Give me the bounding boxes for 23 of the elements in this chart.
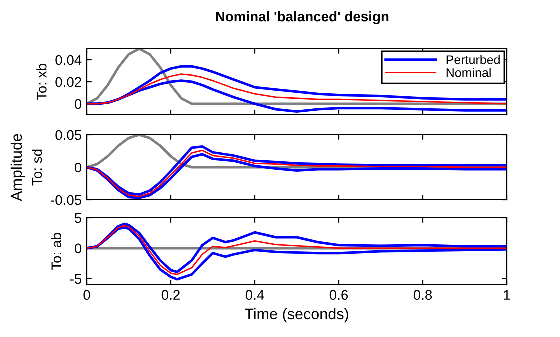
y-tick-label: 0	[74, 99, 82, 110]
x-tick-label: 0	[84, 290, 90, 300]
y-axis-title: To: xb	[36, 64, 47, 100]
chart-title: Nominal 'balanced' design	[216, 11, 389, 25]
legend-label: Perturbed	[446, 55, 500, 64]
y-tick-label: -0.05	[51, 195, 82, 206]
text: Amplitude	[10, 134, 26, 202]
y-tick-label: 0	[74, 244, 82, 254]
y-tick-label: 0.04	[56, 55, 82, 66]
y-tick-label: -5	[70, 274, 82, 284]
x-tick-label: 0.6	[330, 290, 348, 300]
y-axis-title: To: ab	[51, 233, 62, 270]
x-tick-label: 0.8	[414, 290, 432, 300]
y-tick-label: 0	[74, 162, 82, 173]
x-tick-label: 0.4	[246, 290, 264, 300]
x-tick-label: 1	[504, 290, 510, 300]
y-tick-label: 0.05	[56, 130, 82, 140]
x-axis-title: Time (seconds)	[244, 308, 348, 323]
y-axis-title: To: sd	[32, 150, 42, 186]
legend-label: Nominal	[446, 68, 491, 78]
y-tick-label: 5	[74, 213, 82, 224]
y-tick-label: 0.02	[56, 77, 82, 88]
x-tick-label: 0.2	[162, 290, 180, 300]
